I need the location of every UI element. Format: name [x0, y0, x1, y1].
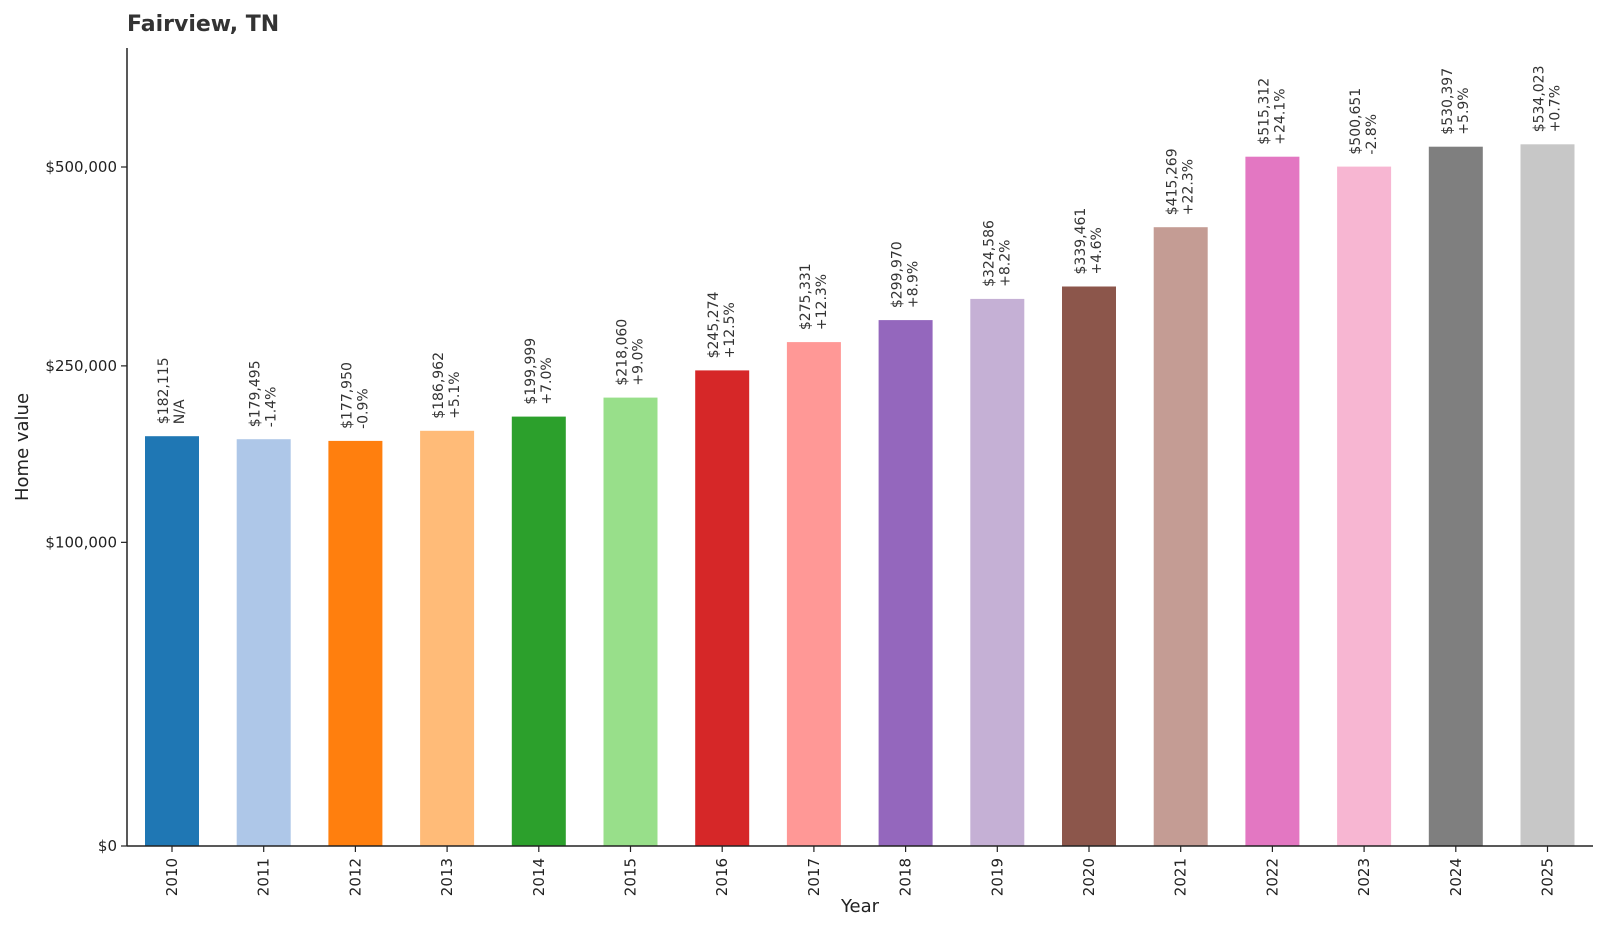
bar-value-label: $500,651: [1348, 88, 1364, 155]
bar-2024: [1428, 146, 1483, 846]
bar-2013: [420, 430, 475, 846]
x-tick-label-2011: 2011: [255, 858, 273, 896]
bar-label-2017: $275,331+12.3%: [798, 263, 830, 330]
bar-label-2011: $179,495-1.4%: [248, 360, 280, 427]
bar-change-label: +4.6%: [1089, 227, 1105, 274]
bar-value-label: $199,999: [523, 338, 539, 405]
bar-2023: [1337, 166, 1392, 847]
bar-value-label: $186,962: [431, 352, 447, 419]
y-tick-label: $500,000: [45, 158, 117, 176]
bar-change-label: +9.0%: [631, 338, 647, 385]
bar-2017: [786, 342, 841, 846]
bar-change-label: +24.1%: [1272, 88, 1288, 144]
bar-2021: [1153, 227, 1208, 846]
bar-value-label: $324,586: [981, 220, 997, 287]
bar-2014: [511, 416, 566, 846]
y-axis-ticks: $0 $100,000 $250,000 $500,000: [45, 158, 127, 855]
bar-value-label: $339,461: [1073, 208, 1089, 275]
bar-label-2018: $299,970+8.9%: [890, 241, 922, 308]
bar-2020: [1062, 286, 1116, 846]
x-tick-label-2025: 2025: [1539, 858, 1557, 896]
bar-value-label: $275,331: [798, 263, 814, 330]
bar-value-label: $177,950: [339, 362, 355, 429]
bar-change-label: +12.5%: [722, 302, 738, 358]
bar-label-2020: $339,461+4.6%: [1073, 208, 1105, 275]
bar-2025: [1520, 144, 1575, 847]
x-tick-label-2023: 2023: [1355, 858, 1373, 896]
bar-2022: [1245, 156, 1300, 846]
bar-change-label: -1.4%: [264, 387, 280, 428]
x-tick-label-2019: 2019: [988, 858, 1006, 896]
bar-change-label: +8.9%: [906, 261, 922, 308]
bar-value-label: $299,970: [890, 241, 906, 308]
bar-value-label: $245,274: [706, 292, 722, 359]
y-tick-label: $100,000: [45, 533, 117, 551]
y-axis-label: Home value: [12, 393, 33, 501]
bar-label-2015: $218,060+9.0%: [615, 319, 647, 386]
bar-label-2025: $534,023+0.7%: [1532, 65, 1564, 132]
x-axis-ticks: 2010 2011 2012 2013 2014 2015 2016 2017 2018 2019…: [163, 846, 1557, 896]
bar-label-2013: $186,962+5.1%: [431, 352, 463, 419]
bar-change-label: +5.9%: [1456, 87, 1472, 134]
bar-2018: [878, 320, 933, 847]
bar-label-2022: $515,312+24.1%: [1256, 78, 1288, 145]
bar-value-label: $182,115: [156, 357, 172, 424]
bar-value-label: $530,397: [1440, 68, 1456, 135]
bar-change-label: +8.2%: [997, 240, 1013, 287]
bar-label-2014: $199,999+7.0%: [523, 338, 555, 405]
x-tick-label-2015: 2015: [622, 858, 640, 896]
bar-change-label: +7.0%: [539, 357, 555, 404]
bar-change-label: +0.7%: [1548, 85, 1564, 132]
chart-title: Fairview, TN: [127, 12, 279, 37]
bar-label-2024: $530,397+5.9%: [1440, 68, 1472, 135]
bar-label-2023: $500,651-2.8%: [1348, 88, 1380, 155]
bar-change-label: +12.3%: [814, 274, 830, 330]
x-tick-label-2020: 2020: [1080, 858, 1098, 896]
bar-change-label: -0.9%: [355, 388, 371, 429]
bar-2015: [603, 397, 658, 846]
bar-change-label: +5.1%: [447, 371, 463, 418]
bar-label-2010: $182,115N/A: [156, 357, 188, 424]
bars-group: [145, 144, 1575, 847]
bar-2010: [145, 436, 199, 846]
x-tick-label-2016: 2016: [713, 858, 731, 896]
x-tick-label-2012: 2012: [346, 858, 364, 896]
bar-value-label: $415,269: [1165, 148, 1181, 215]
bar-label-2019: $324,586+8.2%: [981, 220, 1013, 287]
x-axis-label: Year: [840, 896, 880, 917]
bar-2019: [970, 298, 1025, 846]
bar-change-label: -2.8%: [1364, 114, 1380, 155]
bar-2016: [695, 370, 750, 846]
x-tick-label-2013: 2013: [438, 858, 456, 896]
x-tick-label-2017: 2017: [805, 858, 823, 896]
x-tick-label-2022: 2022: [1263, 858, 1281, 896]
bar-label-2012: $177,950-0.9%: [339, 362, 371, 429]
x-tick-label-2021: 2021: [1172, 858, 1190, 896]
bar-labels-group: $182,115N/A $179,495-1.4% $177,950-0.9% $18…: [156, 65, 1564, 428]
bar-change-label: N/A: [172, 399, 188, 424]
bar-value-label: $218,060: [615, 319, 631, 386]
y-tick-label: $0: [98, 837, 117, 855]
bar-2011: [236, 439, 291, 846]
bar-value-label: $534,023: [1532, 65, 1548, 132]
bar-value-label: $179,495: [248, 360, 264, 427]
bar-label-2021: $415,269+22.3%: [1165, 148, 1197, 215]
y-tick-label: $250,000: [45, 357, 117, 375]
x-tick-label-2024: 2024: [1447, 858, 1465, 896]
x-tick-label-2014: 2014: [530, 858, 548, 896]
bar-value-label: $515,312: [1256, 78, 1272, 145]
bar-label-2016: $245,274+12.5%: [706, 292, 738, 359]
bar-2012: [328, 440, 383, 846]
x-tick-label-2010: 2010: [163, 858, 181, 896]
bar-change-label: +22.3%: [1181, 159, 1197, 215]
x-tick-label-2018: 2018: [897, 858, 915, 896]
